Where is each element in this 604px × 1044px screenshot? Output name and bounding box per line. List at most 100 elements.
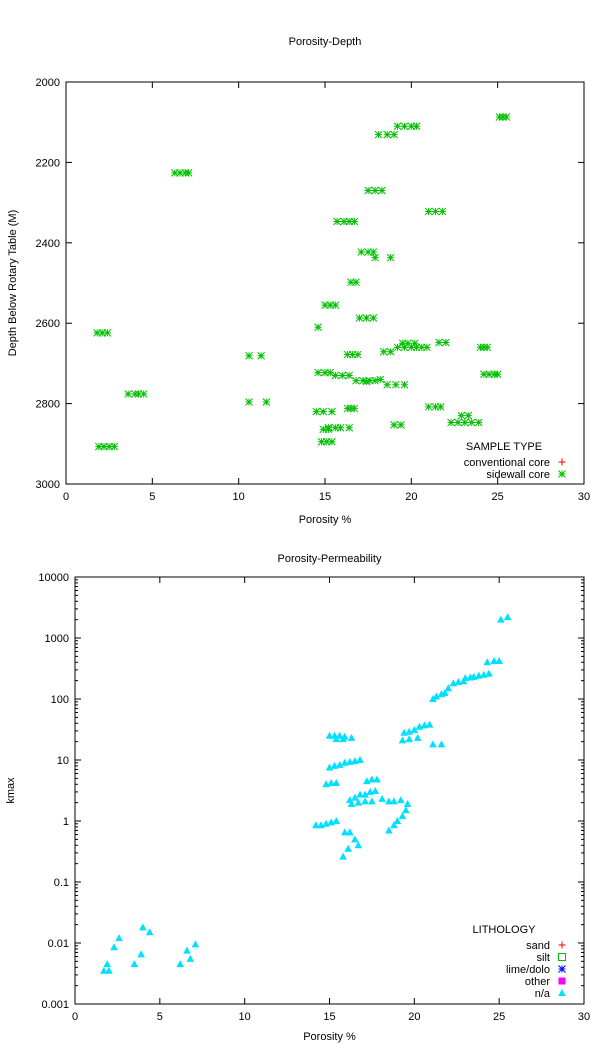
- marker-shape: [390, 821, 398, 829]
- marker-stroke: [423, 343, 431, 352]
- marker-stroke: [319, 425, 328, 434]
- marker-shape: [466, 673, 475, 681]
- marker-shape: [191, 940, 200, 948]
- data-point: [400, 122, 409, 131]
- legend-marker: [558, 941, 566, 949]
- marker-shape: [100, 966, 108, 974]
- marker-shape: [356, 756, 364, 763]
- marker-shape: [335, 731, 344, 739]
- data-point: [412, 122, 421, 131]
- marker-shape: [332, 778, 341, 786]
- data-point: [373, 775, 381, 783]
- marker-stroke: [350, 217, 359, 226]
- data-point: [332, 735, 341, 743]
- marker-shape: [312, 821, 320, 829]
- data-point: [405, 727, 414, 735]
- data-point: [398, 339, 407, 348]
- marker-stroke: [324, 425, 333, 434]
- data-point: [339, 852, 347, 860]
- marker-shape: [344, 844, 352, 852]
- data-point: [386, 253, 395, 262]
- data-point: [137, 950, 145, 958]
- data-point: [368, 775, 376, 783]
- y-axis-label: kmax: [5, 777, 17, 804]
- y-tick-label: 2400: [36, 238, 60, 250]
- marker-stroke: [390, 421, 398, 429]
- marker-stroke: [558, 458, 566, 466]
- marker-stroke: [371, 253, 379, 262]
- data-point: [110, 943, 118, 951]
- data-point: [354, 841, 363, 849]
- x-tick-label: 30: [578, 1011, 590, 1023]
- data-point: [186, 954, 195, 962]
- data-point: [437, 740, 446, 748]
- legend-label: sidewall core: [486, 469, 550, 481]
- legend-label: silt: [537, 952, 550, 964]
- marker-shape: [429, 740, 437, 748]
- marker-stroke: [391, 380, 400, 389]
- legend-marker: [558, 953, 566, 961]
- marker-stroke: [474, 418, 483, 427]
- data-point: [390, 821, 398, 829]
- data-point: [412, 343, 421, 352]
- plot-frame: [65, 81, 585, 485]
- marker-shape: [368, 797, 376, 805]
- marker-stroke: [319, 407, 328, 416]
- marker-stroke: [93, 328, 101, 337]
- marker-shape: [347, 733, 356, 741]
- marker-stroke: [390, 130, 398, 139]
- data-point: [442, 338, 450, 347]
- marker-shape: [354, 798, 363, 806]
- marker-shape: [354, 841, 363, 849]
- data-point: [425, 720, 434, 728]
- marker-stroke: [340, 217, 348, 226]
- marker-stroke: [321, 368, 329, 377]
- data-point: [331, 423, 340, 432]
- data-point: [485, 669, 493, 677]
- marker-stroke: [326, 301, 335, 309]
- marker-stroke: [366, 376, 374, 385]
- data-point: [474, 418, 483, 427]
- data-point: [314, 368, 322, 377]
- data-point: [346, 828, 354, 836]
- marker-stroke: [407, 122, 416, 131]
- marker-shape: [351, 835, 359, 843]
- marker-stroke: [558, 965, 566, 973]
- data-point: [343, 350, 352, 359]
- marker-shape: [558, 989, 566, 996]
- data-point: [379, 347, 388, 356]
- data-point: [354, 798, 363, 806]
- marker-stroke: [245, 351, 253, 360]
- marker-shape: [444, 684, 453, 692]
- data-point: [369, 314, 378, 322]
- y-tick-label: 2200: [36, 157, 60, 169]
- data-point: [407, 122, 416, 131]
- data-point: [94, 442, 103, 451]
- data-point: [335, 760, 344, 768]
- marker-stroke: [314, 323, 322, 332]
- data-point: [362, 314, 371, 322]
- marker-shape: [398, 812, 407, 820]
- data-point: [105, 966, 113, 974]
- marker-stroke: [336, 423, 345, 432]
- data-point: [432, 692, 441, 700]
- marker-shape: [176, 960, 184, 968]
- data-point: [385, 826, 393, 834]
- legend-label: lime/dolo: [506, 964, 550, 976]
- marker-stroke: [348, 350, 357, 359]
- marker-stroke: [98, 328, 107, 337]
- y-tick-label: 1000: [45, 633, 69, 645]
- legend-title: SAMPLE TYPE: [466, 441, 542, 453]
- marker-stroke: [383, 130, 392, 139]
- marker-stroke: [352, 376, 360, 385]
- data-point: [461, 418, 469, 427]
- data-point: [497, 615, 505, 623]
- data-point: [347, 733, 356, 741]
- marker-stroke: [371, 186, 379, 195]
- y-tick-label: 10: [57, 755, 69, 767]
- marker-shape: [385, 797, 393, 805]
- data-point: [371, 253, 379, 262]
- x-tick-label: 25: [493, 1011, 505, 1023]
- marker-stroke: [345, 217, 354, 226]
